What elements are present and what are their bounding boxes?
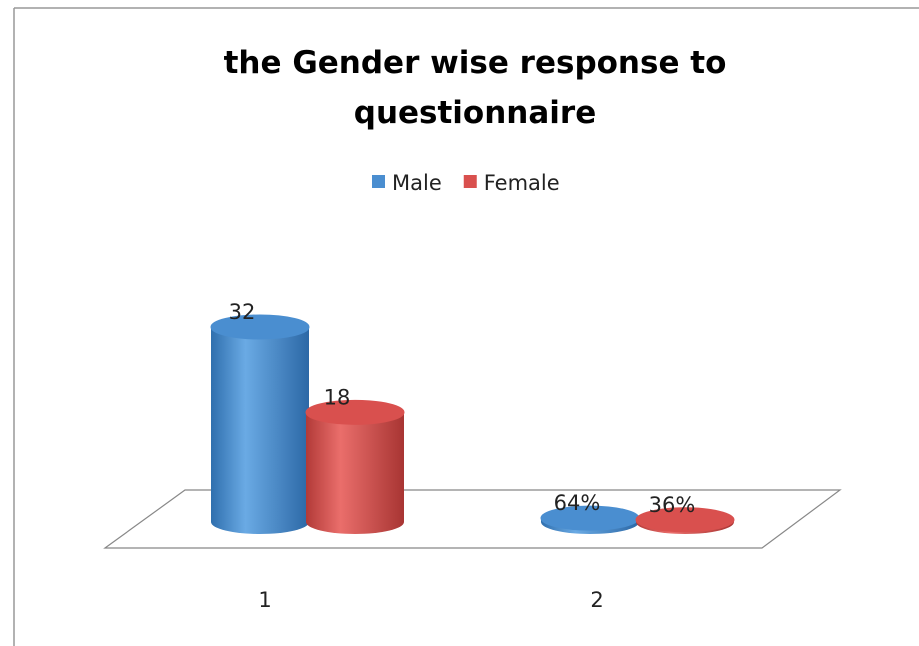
bar — [211, 327, 309, 522]
data-label: 64% — [554, 491, 601, 515]
legend-label: Female — [484, 171, 560, 195]
legend-swatch — [372, 175, 385, 188]
data-label: 32 — [229, 300, 256, 324]
data-label: 18 — [324, 385, 351, 409]
legend-label: Male — [392, 171, 442, 195]
chart-title: the Gender wise response to questionnair… — [223, 45, 727, 131]
data-label: 36% — [649, 493, 696, 517]
bar-top — [635, 507, 735, 533]
frame — [13, 7, 919, 646]
bar-top — [210, 314, 310, 340]
x-tick-label: 1 — [258, 588, 271, 612]
x-tick-label: 2 — [590, 588, 603, 612]
bar — [306, 412, 404, 522]
bar-top — [305, 399, 405, 425]
legend-swatch — [463, 175, 477, 188]
